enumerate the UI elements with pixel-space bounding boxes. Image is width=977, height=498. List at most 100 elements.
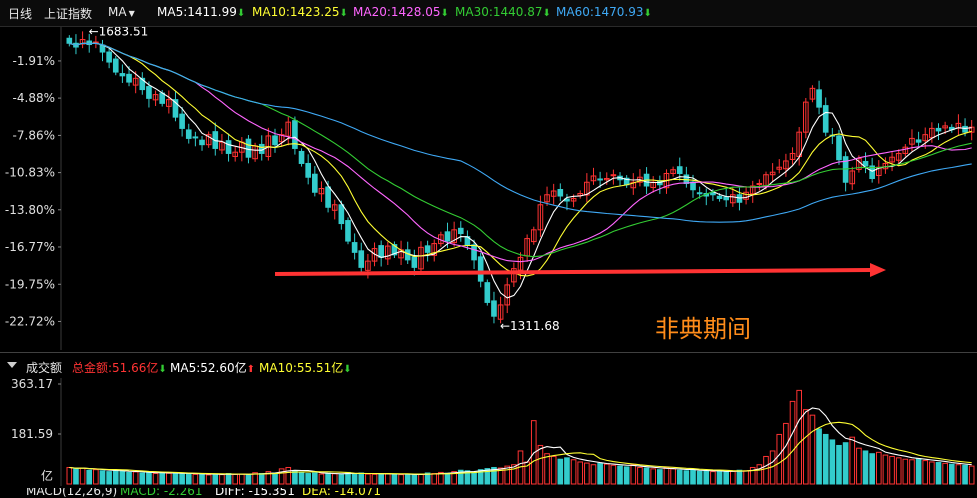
volume-bar xyxy=(597,462,603,485)
volume-bar xyxy=(451,471,457,485)
volume-bar xyxy=(298,471,305,485)
volume-bar xyxy=(710,471,716,485)
candle-body xyxy=(325,186,331,208)
volume-bar xyxy=(643,467,650,485)
volume-bar xyxy=(796,389,802,485)
panel-divider xyxy=(0,352,977,353)
candle-body xyxy=(690,181,696,191)
ma-dropdown[interactable]: MA ▼ xyxy=(108,5,135,19)
candle-body xyxy=(424,245,431,253)
candle-body xyxy=(723,196,730,201)
ma60-text: MA60:1470.93 xyxy=(556,5,644,19)
down-arrow-icon: ⬇ xyxy=(339,8,348,19)
macd-value: MACD: -2.261 xyxy=(120,488,203,498)
volume-bar xyxy=(763,455,769,485)
volume-bar xyxy=(617,465,623,485)
volume-bar xyxy=(849,436,856,485)
volume-bar xyxy=(829,439,836,485)
candle-body xyxy=(311,173,318,193)
candle-body xyxy=(590,175,597,182)
volume-bar xyxy=(716,470,723,485)
volume-bar xyxy=(112,469,119,485)
volume-bar xyxy=(783,422,789,485)
volume-bar xyxy=(776,433,783,485)
candle-body xyxy=(597,178,603,181)
volume-bar xyxy=(126,471,132,485)
volume-bar xyxy=(185,473,192,485)
volume-header: 成交额 总金额:51.66亿⬇ MA5:52.60亿⬆ MA10:55.51亿⬇ xyxy=(0,356,977,378)
volume-bar xyxy=(106,471,112,485)
candle-body xyxy=(79,39,86,45)
volume-bar xyxy=(66,466,73,485)
ma30-value: MA30:1440.87⬇ xyxy=(455,5,551,19)
volume-bar xyxy=(205,474,212,485)
candle-body xyxy=(962,125,968,133)
candle-body xyxy=(696,192,703,195)
candle-body xyxy=(584,181,590,196)
y-tick-label: -4.88% xyxy=(13,91,55,105)
y-tick-label: -1.91% xyxy=(13,54,55,68)
volume-bar xyxy=(504,465,511,485)
volume-bar xyxy=(424,472,431,485)
volume-bar xyxy=(378,473,384,485)
collapse-triangle-icon[interactable] xyxy=(7,362,17,368)
y-tick-label: -7.86% xyxy=(13,128,55,142)
volume-bar xyxy=(219,474,225,485)
candle-body xyxy=(922,134,929,142)
candle-body xyxy=(172,99,179,118)
candle-body xyxy=(431,243,438,256)
volume-bar xyxy=(411,474,418,485)
period-tab[interactable]: 日线 xyxy=(8,7,33,21)
volume-bar xyxy=(663,466,670,485)
price-chart-svg: -1.91% -4.88% -7.86% -10.83% -13.80% -16.77% -… xyxy=(5,25,975,350)
volume-bar xyxy=(99,470,106,485)
volume-bar xyxy=(603,463,610,485)
volume-bar xyxy=(650,468,657,485)
volume-bar xyxy=(929,461,935,485)
candle-body xyxy=(451,229,457,244)
volume-bar xyxy=(384,473,391,485)
volume-bar xyxy=(245,474,252,485)
total-amount-text: 总金额:51.66亿 xyxy=(72,361,159,375)
down-arrow-icon: ⬇ xyxy=(440,8,449,19)
volume-bar xyxy=(743,470,749,485)
volume-bar xyxy=(311,472,318,485)
volume-bar xyxy=(318,473,325,485)
volume-bar xyxy=(172,472,179,485)
macd-title: MACD(12,26,9) xyxy=(26,488,118,498)
candle-body xyxy=(557,189,564,197)
candle-body xyxy=(119,73,126,77)
ma10-text: MA10:1423.25 xyxy=(252,5,340,19)
ma5-text: MA5:1411.99 xyxy=(157,5,237,19)
volume-bar xyxy=(511,464,517,485)
candle-body xyxy=(822,105,829,133)
vol-unit-label: 亿 xyxy=(41,468,53,483)
candle-body xyxy=(484,282,491,303)
candle-body xyxy=(869,165,875,179)
volume-bar xyxy=(166,472,172,485)
candle-body xyxy=(391,244,398,256)
candle-body xyxy=(305,162,311,178)
volume-bar xyxy=(292,470,298,485)
volume-chart[interactable]: 363.17 181.59 亿 xyxy=(0,377,977,486)
volume-bar xyxy=(497,467,504,485)
volume-bar xyxy=(690,469,696,485)
ma30-text: MA30:1440.87 xyxy=(455,5,543,19)
candle-body xyxy=(298,150,305,164)
volume-bar xyxy=(239,473,245,485)
volume-bar xyxy=(265,471,272,485)
volume-bar xyxy=(212,473,219,485)
volume-bar xyxy=(564,457,570,485)
volume-bar xyxy=(630,464,637,485)
volume-bar xyxy=(73,468,79,485)
candle-body xyxy=(66,37,73,44)
price-chart[interactable]: -1.91% -4.88% -7.86% -10.83% -13.80% -16.77% -… xyxy=(0,25,977,350)
volume-bar xyxy=(889,455,895,485)
vol-ma10: MA10:55.51亿⬇ xyxy=(259,359,352,376)
volume-bar xyxy=(968,465,975,485)
volume-bar xyxy=(79,467,86,485)
candle-body xyxy=(457,227,464,235)
candle-body xyxy=(219,141,225,151)
volume-bar xyxy=(119,470,126,485)
candle-body xyxy=(517,256,524,271)
